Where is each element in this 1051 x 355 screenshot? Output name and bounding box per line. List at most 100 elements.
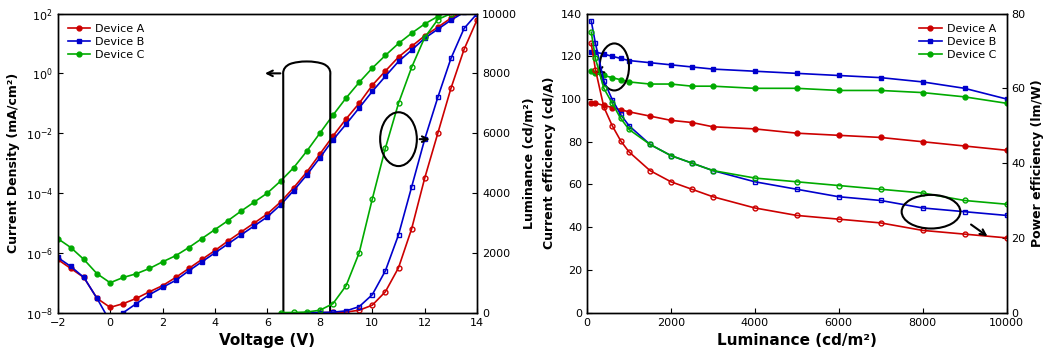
Device C xyxy=(90,272,103,276)
Device A xyxy=(209,248,222,252)
Device A xyxy=(590,101,602,105)
Device C xyxy=(685,84,698,88)
Device B xyxy=(248,224,261,228)
Device A xyxy=(143,290,156,294)
Device A xyxy=(585,101,598,105)
Device C xyxy=(392,41,405,45)
Device A xyxy=(598,103,611,108)
Device B xyxy=(274,203,287,207)
Device C xyxy=(209,228,222,232)
Device C xyxy=(313,131,326,135)
Device C xyxy=(418,22,431,26)
Device B xyxy=(78,275,90,280)
Device A xyxy=(606,105,619,110)
Device B xyxy=(406,48,418,52)
Device B xyxy=(622,59,635,63)
Device C xyxy=(471,0,483,2)
Device C xyxy=(458,2,471,7)
Device B xyxy=(458,10,471,15)
Device B xyxy=(590,50,602,54)
Device B xyxy=(585,50,598,54)
Device C xyxy=(169,253,182,258)
Device B xyxy=(64,264,77,269)
Device C xyxy=(445,8,457,12)
Device A xyxy=(117,301,129,306)
Device A xyxy=(248,221,261,225)
Device C xyxy=(706,84,719,88)
Device C xyxy=(301,149,313,153)
Device B xyxy=(392,59,405,64)
Line: Device A: Device A xyxy=(589,101,1009,153)
Device B xyxy=(379,74,392,78)
Device A xyxy=(327,134,339,138)
Device B xyxy=(598,52,611,56)
Device C xyxy=(406,31,418,36)
Device B xyxy=(664,63,677,67)
Y-axis label: Current Density (mA/cm²): Current Density (mA/cm²) xyxy=(7,73,20,253)
Device B xyxy=(209,251,222,255)
Device B xyxy=(261,215,273,219)
Device B xyxy=(353,106,366,110)
Device B xyxy=(51,255,64,260)
Device A xyxy=(366,83,378,87)
Device C xyxy=(183,245,195,250)
Device B xyxy=(959,86,971,91)
Device A xyxy=(664,118,677,122)
Device B xyxy=(157,285,169,289)
Device C xyxy=(104,280,117,285)
X-axis label: Voltage (V): Voltage (V) xyxy=(220,333,315,348)
Device B xyxy=(366,89,378,93)
Device B xyxy=(748,69,761,73)
Device A xyxy=(274,200,287,204)
Device A xyxy=(748,127,761,131)
Device B xyxy=(606,54,619,59)
Device A xyxy=(643,114,656,118)
Device A xyxy=(353,101,366,105)
Device B xyxy=(183,269,195,273)
Device A xyxy=(64,266,77,271)
Device B xyxy=(832,73,845,78)
Device B xyxy=(287,189,300,193)
Device C xyxy=(117,275,129,280)
Device A xyxy=(379,69,392,73)
Device B xyxy=(195,260,208,264)
Device C xyxy=(327,113,339,117)
Device A xyxy=(471,2,483,7)
Device A xyxy=(614,108,626,112)
Device A xyxy=(959,144,971,148)
Device C xyxy=(748,86,761,91)
Device C xyxy=(51,236,64,241)
Device C xyxy=(379,53,392,58)
Device A xyxy=(287,186,300,190)
Y-axis label: Current efficiency (cd/A): Current efficiency (cd/A) xyxy=(542,77,556,249)
Device A xyxy=(195,257,208,262)
Line: Device B: Device B xyxy=(56,4,479,324)
Device C xyxy=(590,71,602,76)
Device A xyxy=(261,212,273,216)
Device B xyxy=(471,4,483,8)
Device A xyxy=(706,125,719,129)
Device B xyxy=(916,80,929,84)
Device B xyxy=(130,301,143,306)
Device C xyxy=(598,73,611,78)
Device C xyxy=(614,78,626,82)
Device C xyxy=(222,218,234,223)
Device B xyxy=(235,233,248,237)
Device A xyxy=(51,257,64,262)
Device C xyxy=(874,88,887,93)
Device A xyxy=(183,266,195,271)
Line: Device B: Device B xyxy=(589,50,1009,102)
Device B xyxy=(685,65,698,69)
Device B xyxy=(169,278,182,283)
Device C xyxy=(157,260,169,264)
Device A xyxy=(130,296,143,300)
Device A xyxy=(432,25,445,29)
Device A xyxy=(832,133,845,137)
Legend: Device A, Device B, Device C: Device A, Device B, Device C xyxy=(915,19,1001,65)
Device A xyxy=(458,9,471,13)
Device C xyxy=(339,96,352,100)
Device B xyxy=(90,296,103,300)
Device C xyxy=(1001,101,1013,105)
Device A xyxy=(339,117,352,121)
Device A xyxy=(104,305,117,310)
